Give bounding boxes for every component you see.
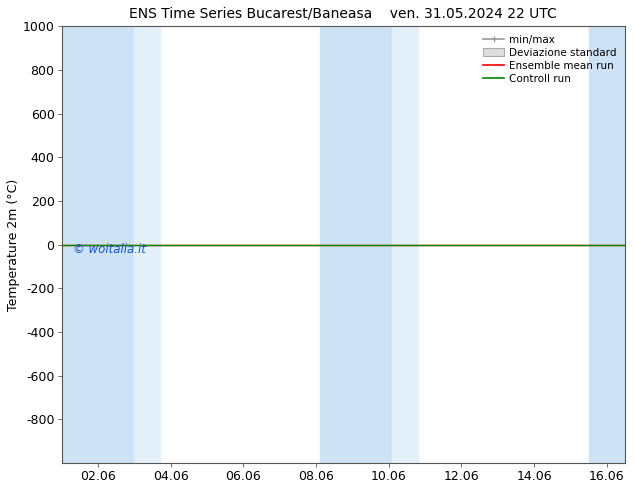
Bar (61, 26, 134, 463)
Legend: min/max, Deviazione standard, Ensemble mean run, Controll run: min/max, Deviazione standard, Ensemble m… (480, 31, 620, 87)
Bar (392, 26, 418, 463)
Y-axis label: Temperature 2m (°C): Temperature 2m (°C) (7, 178, 20, 311)
Title: ENS Time Series Bucarest/Baneasa    ven. 31.05.2024 22 UTC: ENS Time Series Bucarest/Baneasa ven. 31… (129, 7, 557, 21)
Bar (320, 26, 392, 463)
Bar (134, 26, 160, 463)
Bar (589, 26, 625, 463)
Text: © woitalia.it: © woitalia.it (73, 243, 146, 255)
